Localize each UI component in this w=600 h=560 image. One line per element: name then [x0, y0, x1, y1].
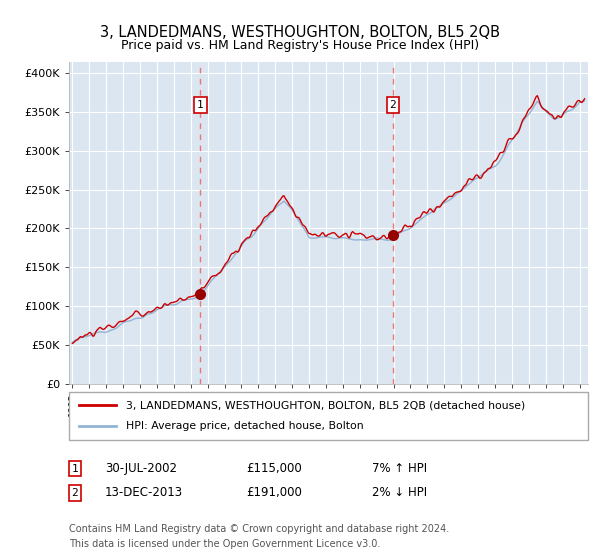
Text: £191,000: £191,000 — [246, 486, 302, 500]
Text: This data is licensed under the Open Government Licence v3.0.: This data is licensed under the Open Gov… — [69, 539, 380, 549]
Text: 3, LANDEDMANS, WESTHOUGHTON, BOLTON, BL5 2QB: 3, LANDEDMANS, WESTHOUGHTON, BOLTON, BL5… — [100, 25, 500, 40]
Text: 2: 2 — [389, 100, 396, 110]
Text: HPI: Average price, detached house, Bolton: HPI: Average price, detached house, Bolt… — [126, 421, 364, 431]
Text: Contains HM Land Registry data © Crown copyright and database right 2024.: Contains HM Land Registry data © Crown c… — [69, 524, 449, 534]
Text: 13-DEC-2013: 13-DEC-2013 — [105, 486, 183, 500]
Text: Price paid vs. HM Land Registry's House Price Index (HPI): Price paid vs. HM Land Registry's House … — [121, 39, 479, 52]
Text: 30-JUL-2002: 30-JUL-2002 — [105, 462, 177, 475]
Text: 2: 2 — [71, 488, 79, 498]
Text: 2% ↓ HPI: 2% ↓ HPI — [372, 486, 427, 500]
FancyBboxPatch shape — [69, 392, 588, 440]
Text: 3, LANDEDMANS, WESTHOUGHTON, BOLTON, BL5 2QB (detached house): 3, LANDEDMANS, WESTHOUGHTON, BOLTON, BL5… — [126, 400, 526, 410]
Text: £115,000: £115,000 — [246, 462, 302, 475]
Text: 7% ↑ HPI: 7% ↑ HPI — [372, 462, 427, 475]
Text: 1: 1 — [71, 464, 79, 474]
Text: 1: 1 — [197, 100, 204, 110]
